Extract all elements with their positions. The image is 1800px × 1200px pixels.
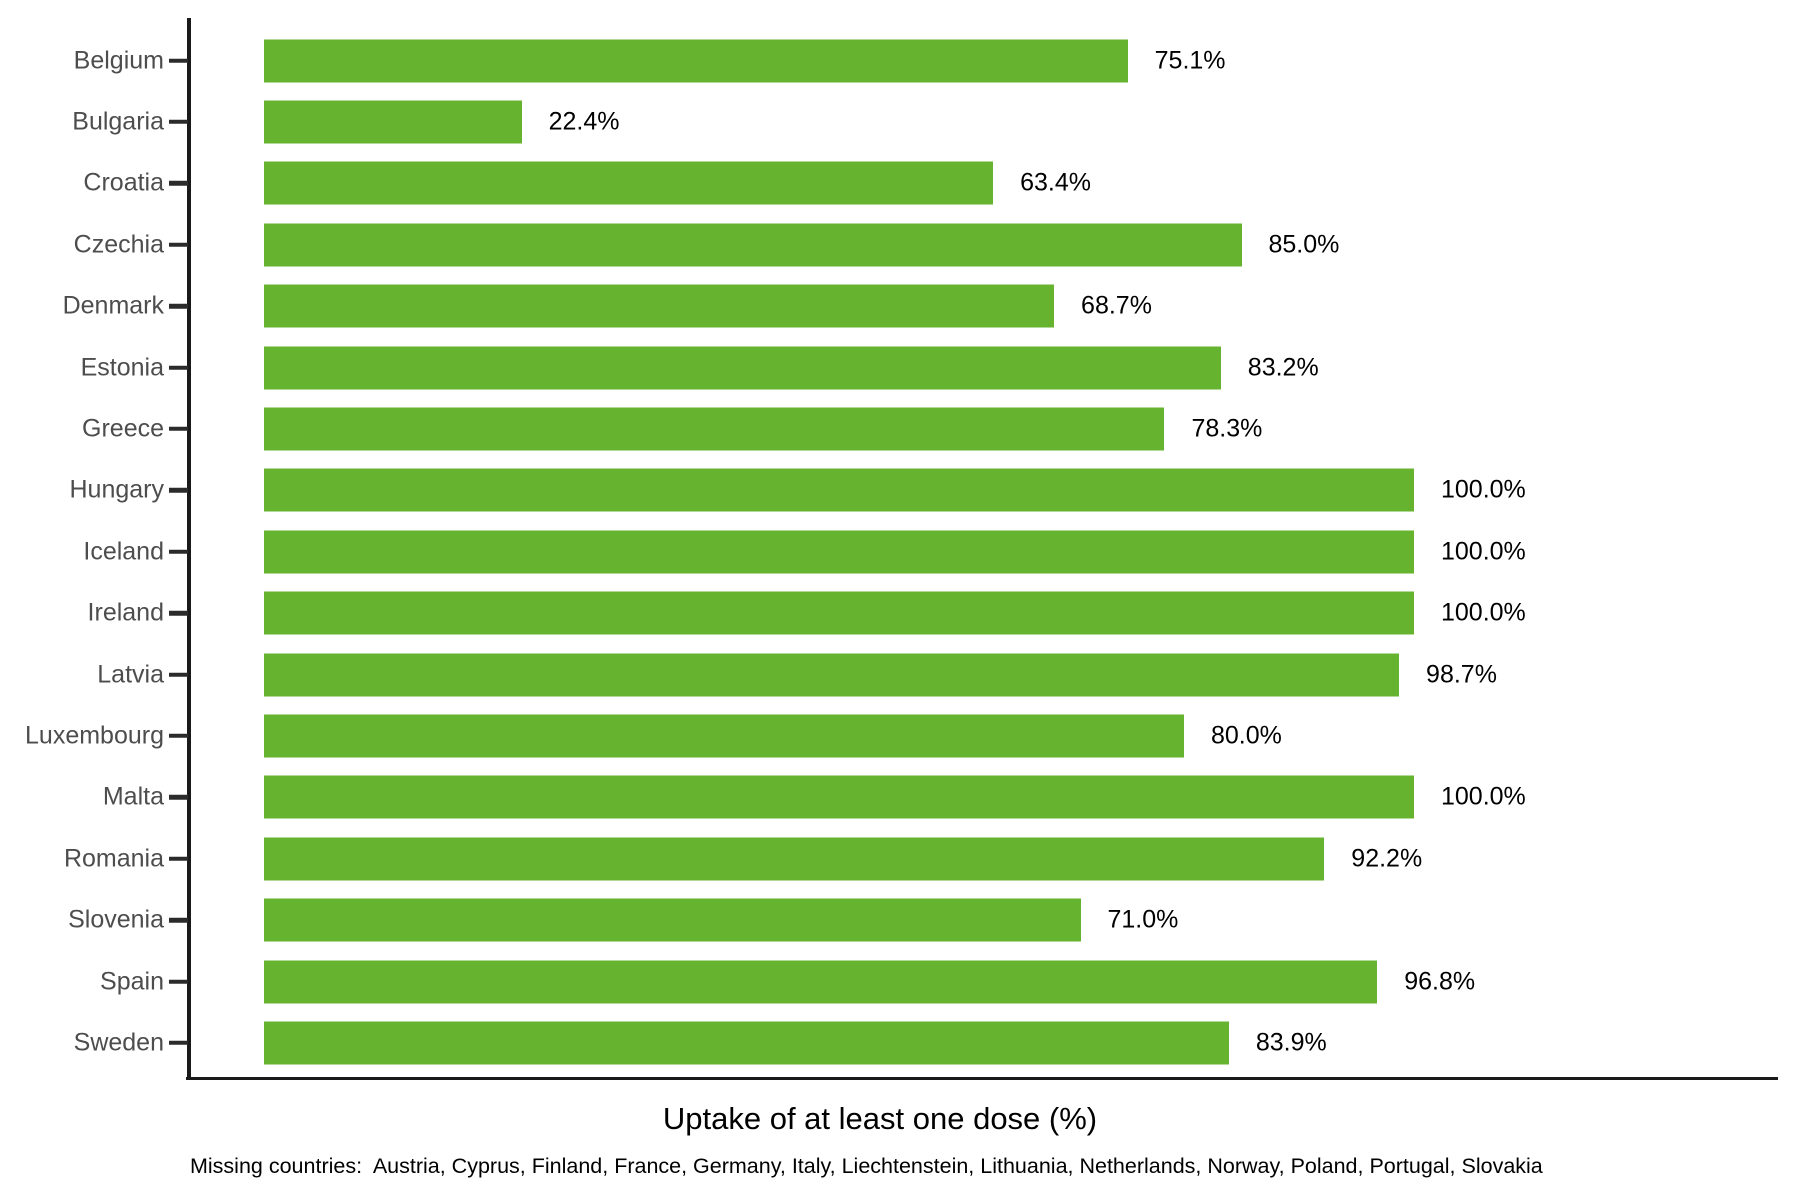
y-axis-tick: [169, 549, 188, 554]
category-label: Estonia: [80, 353, 164, 381]
bar: [264, 1021, 1229, 1065]
value-label: 80.0%: [1211, 721, 1282, 750]
bar: [264, 837, 1325, 881]
y-axis-tick: [169, 242, 188, 247]
x-axis-title: Uptake of at least one dose (%): [662, 1101, 1098, 1136]
y-axis-tick: [169, 181, 188, 186]
category-label: Hungary: [69, 475, 165, 504]
bar: [264, 591, 1414, 635]
bar: [264, 284, 1055, 328]
bar: [264, 775, 1414, 819]
y-axis-tick: [169, 303, 188, 309]
value-label: 100.0%: [1441, 475, 1526, 504]
y-axis-tick: [169, 610, 188, 616]
value-label: 96.8%: [1404, 967, 1476, 995]
category-label: Luxembourg: [25, 721, 164, 750]
category-label: Malta: [102, 782, 164, 811]
value-label: 85.0%: [1268, 230, 1340, 259]
bar: [264, 714, 1184, 758]
y-axis-tick: [169, 426, 188, 432]
bar: [264, 960, 1378, 1003]
y-axis-tick: [169, 1040, 188, 1046]
value-label: 75.1%: [1154, 46, 1226, 74]
category-label: Spain: [100, 967, 164, 995]
value-label: 71.0%: [1107, 905, 1179, 934]
y-axis-tick: [169, 856, 188, 861]
category-label: Iceland: [83, 537, 164, 566]
category-label: Croatia: [83, 168, 164, 197]
value-label: 100.0%: [1441, 598, 1526, 627]
y-axis-tick: [169, 979, 188, 984]
category-label: Czechia: [73, 230, 164, 259]
bar: [264, 223, 1242, 267]
bar: [264, 653, 1400, 696]
bar: [264, 100, 522, 144]
value-label: 83.9%: [1255, 1028, 1327, 1057]
category-label: Romania: [63, 844, 164, 873]
y-axis-tick: [169, 58, 188, 63]
missing-countries-note: Missing countries: Austria, Cyprus, Finl…: [190, 1154, 1543, 1178]
category-label: Belgium: [73, 46, 164, 74]
bar: [264, 530, 1414, 574]
value-label: 68.7%: [1081, 291, 1152, 320]
category-label: Slovenia: [68, 905, 164, 934]
value-label: 98.7%: [1426, 660, 1497, 688]
value-label: 78.3%: [1191, 414, 1263, 443]
value-label: 22.4%: [548, 107, 620, 136]
category-label: Denmark: [62, 291, 164, 320]
value-label: 63.4%: [1020, 168, 1091, 197]
value-label: 83.2%: [1247, 353, 1319, 381]
y-axis-tick: [169, 119, 188, 125]
bar: [264, 407, 1165, 451]
bar: [264, 346, 1221, 389]
category-label: Latvia: [97, 660, 164, 688]
bar: [264, 39, 1128, 82]
bar: [264, 161, 994, 205]
category-label: Sweden: [73, 1028, 164, 1057]
category-label: Greece: [82, 414, 164, 443]
bar: [264, 468, 1414, 512]
category-label: Ireland: [87, 598, 164, 627]
y-axis-tick: [169, 365, 188, 370]
y-axis-tick: [169, 917, 188, 923]
value-label: 92.2%: [1351, 844, 1423, 873]
y-axis-line: [187, 18, 191, 1080]
value-label: 100.0%: [1441, 782, 1526, 811]
bar: [264, 898, 1081, 942]
y-axis-tick: [169, 672, 188, 677]
y-axis-tick: [169, 733, 188, 739]
x-axis-line: [186, 1076, 1778, 1080]
y-axis-tick: [169, 488, 188, 493]
y-axis-tick: [169, 795, 188, 800]
value-label: 100.0%: [1441, 537, 1526, 566]
category-label: Bulgaria: [72, 107, 164, 136]
